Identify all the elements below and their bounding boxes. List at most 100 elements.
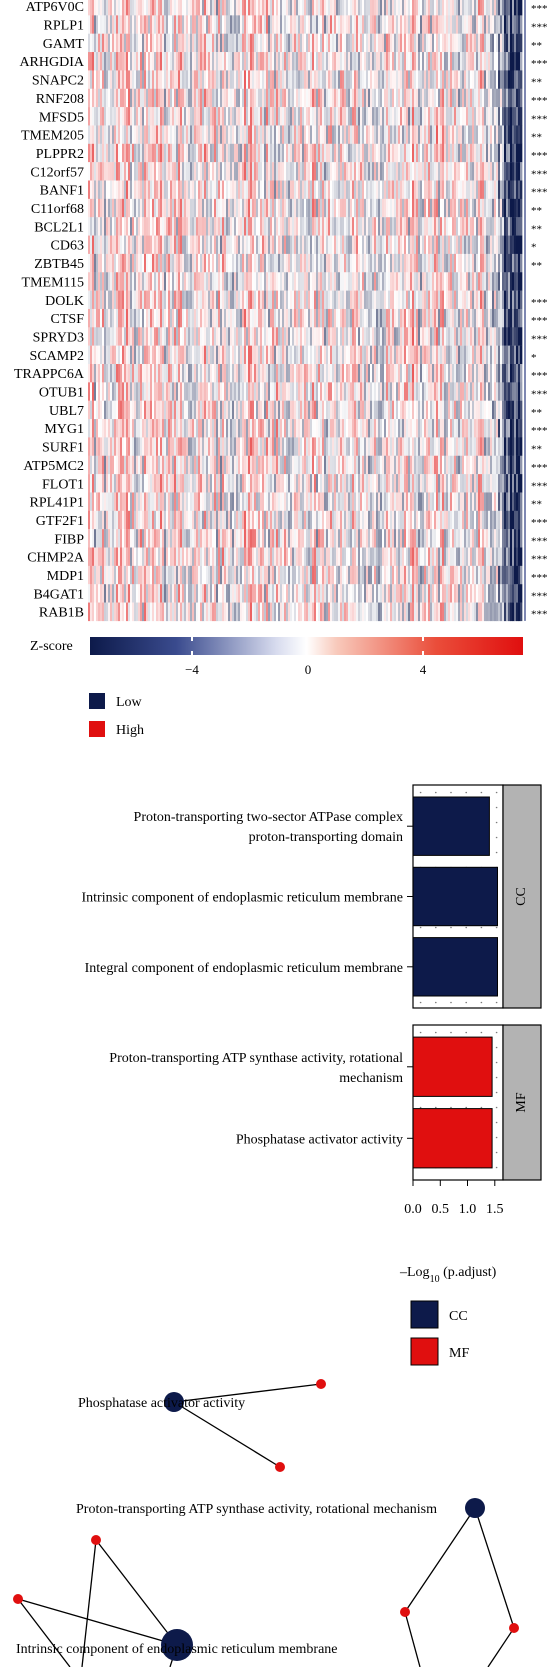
heatmap-cell [312,529,315,548]
heatmap-cell [132,290,135,310]
heatmap-cell [226,308,229,328]
heatmap-cell [186,180,189,200]
heatmap-cell [370,272,373,291]
heatmap-cell [206,308,209,328]
heatmap-cell [314,400,317,420]
heatmap-cell [174,437,177,456]
heatmap-cell [192,125,195,144]
heatmap-cell [258,180,261,200]
heatmap-cell [204,584,207,603]
heatmap-cell [160,419,163,438]
heatmap-cell [222,327,225,346]
heatmap-cell [380,162,383,181]
heatmap-cell [210,510,213,530]
heatmap-cell [362,327,365,346]
heatmap-cell [218,529,221,548]
heatmap-cell [202,492,205,511]
heatmap-cell [188,529,191,548]
heatmap-cell [134,52,137,71]
heatmap-cell [242,382,245,401]
heatmap-cell [150,364,153,383]
heatmap-cell [252,364,255,383]
heatmap-cell [110,217,113,236]
heatmap-cell [336,70,339,89]
heatmap-cell [146,217,149,236]
heatmap-cell [110,0,113,16]
heatmap-cell [176,0,179,16]
heatmap-cell [142,308,145,328]
heatmap-cell [212,400,215,420]
heatmap-cell [298,308,301,328]
heatmap-cell [162,400,165,420]
heatmap-cell [204,162,207,181]
heatmap-cell [356,0,359,16]
heatmap-cell [140,510,143,530]
heatmap-cell [224,198,227,218]
heatmap-cell [104,437,107,456]
heatmap-cell [308,400,311,420]
heatmap-cell [100,308,103,328]
heatmap-cell [234,547,237,567]
heatmap-cell [198,33,201,53]
heatmap-cell [286,198,289,218]
heatmap-cell [380,107,383,126]
heatmap-cell [100,290,103,310]
heatmap-cell [104,180,107,200]
heatmap-cell [282,455,285,475]
heatmap-cell [96,510,99,530]
heatmap-cell [180,253,183,273]
heatmap-cell [302,419,305,438]
heatmap-cell [262,474,265,493]
heatmap-cell [258,345,261,365]
heatmap-cell [122,162,125,181]
heatmap-cell [356,529,359,548]
heatmap-cell [92,70,95,89]
heatmap-cell [232,180,235,200]
heatmap-cell [212,364,215,383]
heatmap-cell [200,162,203,181]
heatmap-cell [280,272,283,291]
heatmap-cell [222,455,225,475]
heatmap-cell [258,327,261,346]
heatmap-cell [284,0,287,16]
heatmap-cell [98,308,101,328]
heatmap-cell [126,492,129,511]
heatmap-cell [264,565,267,585]
heatmap-cell [148,272,151,291]
heatmap-cell [368,437,371,456]
heatmap-cell [356,15,359,34]
heatmap-cell [200,272,203,291]
heatmap-cell [210,308,213,328]
heatmap-cell [368,88,371,108]
heatmap-cell [290,15,293,34]
heatmap-cell [170,400,173,420]
heatmap-cell [240,52,243,71]
heatmap-cell [252,308,255,328]
heatmap-cell [168,162,171,181]
heatmap-cell [142,253,145,273]
heatmap-cell [344,437,347,456]
heatmap-cell [102,290,105,310]
heatmap-cell [112,419,115,438]
heatmap-cell [314,217,317,236]
heatmap-cell [334,253,337,273]
heatmap-cell [370,235,373,255]
heatmap-cell [230,198,233,218]
heatmap-cell [162,565,165,585]
heatmap-cell [146,565,149,585]
heatmap-cell [200,308,203,328]
heatmap-cell [260,327,263,346]
heatmap-cell [280,308,283,328]
heatmap-cell [304,382,307,401]
heatmap-cell [288,529,291,548]
heatmap-cell [254,198,257,218]
heatmap-cell [128,437,131,456]
heatmap-cell [198,419,201,438]
heatmap-cell [294,419,297,438]
heatmap-cell [138,547,141,567]
heatmap-cell [144,547,147,567]
heatmap-cell [362,400,365,420]
heatmap-cell [236,253,239,273]
heatmap-cell [358,70,361,89]
heatmap-cell [296,419,299,438]
